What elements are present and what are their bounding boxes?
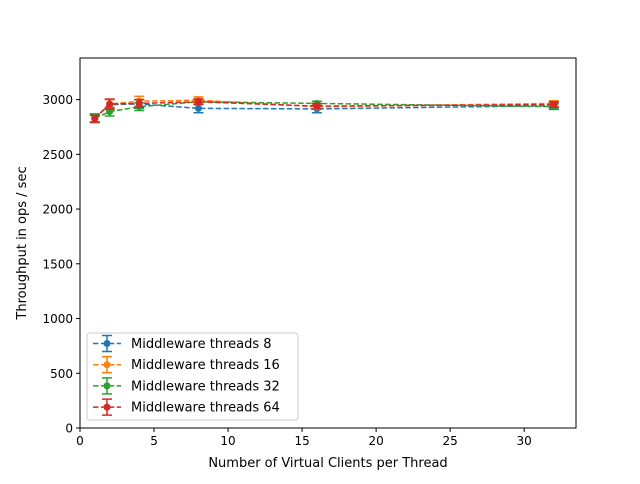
y-tick-label: 2000 — [42, 203, 73, 217]
y-tick-label: 1500 — [42, 257, 73, 271]
data-point — [135, 99, 143, 107]
legend-label: Middleware threads 8 — [131, 337, 272, 352]
x-tick-label: 0 — [76, 434, 84, 448]
x-tick-label: 5 — [150, 434, 158, 448]
y-axis-label: Throughput in ops / sec — [15, 166, 30, 320]
series-line — [94, 101, 554, 120]
data-point — [313, 102, 321, 110]
series-layer — [89, 95, 559, 124]
x-axis-label: Number of Virtual Clients per Thread — [208, 456, 447, 471]
y-tick-label: 500 — [50, 367, 73, 381]
data-point — [550, 101, 558, 109]
data-point — [194, 98, 202, 106]
series-line — [94, 101, 554, 119]
x-tick-label: 20 — [368, 434, 383, 448]
legend-marker — [103, 403, 111, 411]
data-point — [91, 115, 99, 123]
legend-frame — [86, 332, 299, 421]
data-point — [106, 100, 114, 108]
data-point — [106, 108, 114, 116]
series-4 — [89, 98, 559, 123]
legend-label: Middleware threads 32 — [131, 379, 280, 394]
plot-frame — [79, 57, 577, 429]
y-tick-label: 3000 — [42, 93, 73, 107]
legend-item-2: Middleware threads 16 — [93, 355, 280, 374]
legend-label: Middleware threads 16 — [131, 358, 280, 373]
y-tick-label: 1000 — [42, 312, 73, 326]
legend-label: Middleware threads 64 — [131, 401, 280, 416]
series-3 — [89, 98, 559, 123]
axes-layer: 0 5 10 15 20 25 30 0 500 1000 1500 2000 2500 3000 — [42, 93, 531, 448]
legend-item-1: Middleware threads 8 — [93, 334, 272, 353]
legend-marker — [103, 340, 111, 347]
x-tick-label: 10 — [220, 434, 235, 448]
legend-marker — [103, 361, 111, 369]
x-tick-label: 15 — [294, 434, 309, 448]
legend-marker — [103, 382, 111, 390]
y-tick-label: 0 — [65, 422, 73, 436]
x-tick-label: 30 — [517, 434, 532, 448]
y-tick-label: 2500 — [42, 148, 73, 162]
legend-item-3: Middleware threads 32 — [93, 377, 280, 395]
legend: Middleware threads 8 Middleware threads 1… — [86, 332, 299, 421]
legend-item-4: Middleware threads 64 — [93, 398, 280, 416]
data-point — [194, 104, 202, 112]
x-tick-label: 25 — [443, 434, 458, 448]
series-2 — [89, 95, 559, 123]
